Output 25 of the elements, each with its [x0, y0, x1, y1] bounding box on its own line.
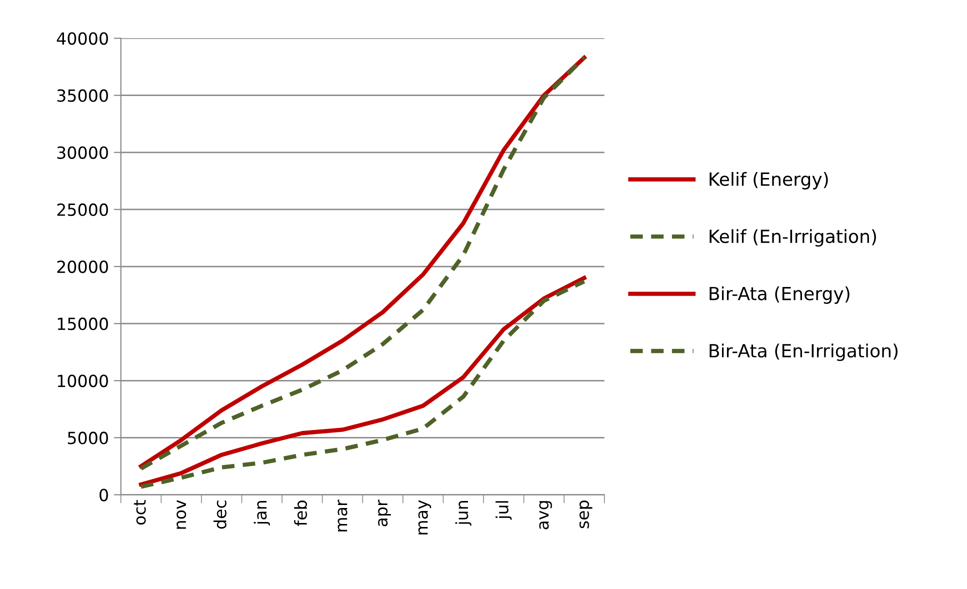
legend-label: Kelif (En-Irrigation) [710, 229, 876, 247]
x-tick-label: jan [254, 501, 270, 526]
x-tick-label: apr [378, 500, 391, 526]
x-tick-label: nov [176, 500, 186, 529]
x-tick-label: feb [294, 500, 308, 526]
y-tick-label: 0 [100, 488, 108, 502]
legend-label: Bir-Ata (En-Irrigation) [710, 344, 898, 362]
y-tick-label: 25000 [57, 203, 108, 216]
x-tick-label: avg [539, 501, 552, 530]
x-tick-label: dec [214, 500, 226, 529]
x-tick-label: may [418, 500, 432, 534]
y-tick-label: 35000 [57, 89, 108, 102]
y-tick-label: 5000 [68, 432, 108, 444]
y-tick-label: 15000 [58, 318, 108, 330]
y-tick-label: 40000 [56, 32, 108, 45]
x-tick-label: mar [338, 500, 348, 532]
x-tick-label: jul [496, 501, 512, 520]
x-tick-label: oct [134, 500, 146, 525]
x-tick-label: jun [455, 501, 472, 526]
legend-label: Bir-Ata (Energy) [710, 286, 850, 304]
y-tick-label: 10000 [58, 374, 108, 388]
y-tick-label: 20000 [57, 260, 108, 274]
x-tick-label: sep [579, 500, 592, 528]
y-tick-label: 30000 [57, 146, 108, 159]
legend-label: Kelif (Energy) [710, 172, 828, 190]
